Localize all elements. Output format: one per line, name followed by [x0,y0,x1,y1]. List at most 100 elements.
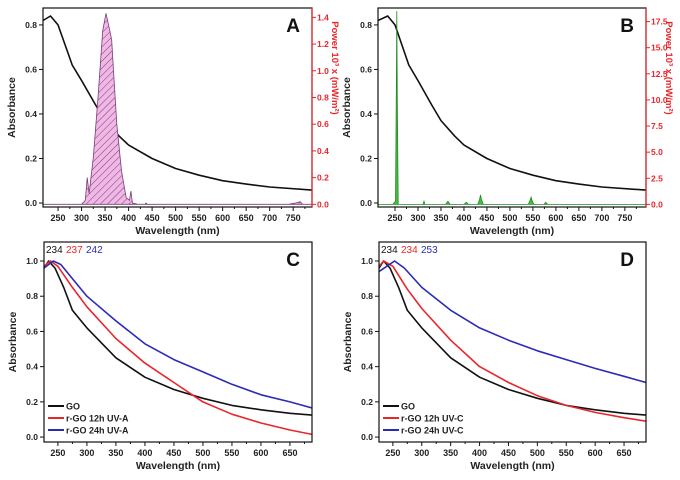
x-tick-label: 550 [559,448,574,458]
series-line-1 [44,260,312,436]
x-tick-label: 250 [385,448,400,458]
x-tick-label: 750 [286,213,301,223]
series-line-0 [378,15,646,191]
x-tick-label: 350 [108,448,123,458]
x-axis-label: Wavelength (nm) [136,460,220,472]
y2-tick-label: 15.0 [651,43,668,53]
y-tick-label: 0.6 [360,64,372,74]
y2-tick-label: 2.5 [651,173,663,183]
y-axis-label: Absorbance [341,77,353,138]
x-tick-label: 500 [502,213,517,223]
x-tick-label: 700 [262,213,277,223]
x-tick-label: 500 [530,448,545,458]
series-line-0 [43,15,312,191]
y2-tick-label: 1.2 [317,39,329,49]
peak-label: 234 [401,245,418,256]
y-tick-label: 0.8 [361,291,373,301]
y2-tick-label: 0.6 [317,119,329,129]
plot-frame [378,241,647,443]
x-tick-label: 600 [215,213,230,223]
x-axis-label: Wavelength (nm) [135,225,219,237]
y-tick-label: 0.0 [26,432,38,442]
y2-axis-label: Power 10³ x (mW/m²) [663,21,674,114]
legend-entry: GO [66,402,80,412]
y2-tick-label: 0.4 [317,146,329,156]
x-tick-label: 400 [137,448,152,458]
x-tick-label: 450 [501,448,516,458]
x-tick-label: 300 [414,448,429,458]
x-tick-label: 700 [594,213,609,223]
x-tick-label: 550 [525,213,540,223]
peak-label: 234 [381,245,398,256]
y-tick-label: 0.8 [360,20,372,30]
y2-tick-label: 0.2 [317,173,329,183]
y-tick-label: 0.2 [361,397,373,407]
panel-d: 250 300 350 400 450 500 550 600 650 0.0 0.2 0.4 0.6 0… [342,241,647,472]
y2-tick-label: 7.5 [651,121,663,131]
y-tick-label: 1.0 [361,256,373,266]
y2-tick-label: 5.0 [651,147,663,157]
y-tick-label: 0.6 [361,326,373,336]
y-tick-label: 0.0 [25,198,37,208]
legend-entry: GO [401,402,415,412]
x-tick-label: 400 [121,213,136,223]
x-axis-label: Wavelength (nm) [470,225,554,237]
series-line-2 [379,260,646,384]
y-tick-label: 0.4 [26,362,38,372]
y-tick-label: 0.8 [26,291,38,301]
peak-label: 237 [66,245,83,256]
x-tick-label: 350 [443,448,458,458]
x-tick-label: 500 [195,448,210,458]
y-axis-label: Absorbance [7,312,19,373]
x-tick-label: 300 [74,213,89,223]
y-tick-label: 0.0 [361,432,373,442]
y-tick-label: 0.2 [25,153,37,163]
y-axis-label: Absorbance [6,77,18,138]
y2-axis-label: Power 10³ x (mW/m²) [329,21,340,114]
plot-frame [43,241,313,443]
x-tick-label: 250 [51,213,66,223]
y-tick-label: 0.4 [360,109,372,119]
y2-tick-label: 12.5 [651,69,668,79]
x-tick-label: 550 [192,213,207,223]
plot-frame [377,7,647,208]
series-line-0 [379,260,646,416]
y2-tick-label: 0.0 [651,199,663,209]
x-tick-label: 450 [479,213,494,223]
y-tick-label: 0.0 [360,198,372,208]
x-tick-label: 450 [166,448,181,458]
y2-tick-label: 1.0 [317,66,329,76]
panel-a: 250 300 350 400 450 500 550 600 650 700 750 0.0 0.2 0… [6,7,340,237]
y-tick-label: 0.6 [26,326,38,336]
legend-entry: r-GO 24h UV-C [401,426,464,436]
x-tick-label: 400 [456,213,471,223]
legend-entry: r-GO 12h UV-A [66,414,129,424]
panel-label: A [286,16,300,37]
y-tick-label: 0.4 [25,109,37,119]
y-tick-label: 0.8 [25,20,37,30]
x-tick-label: 650 [571,213,586,223]
panel-label: B [620,16,634,37]
series-line-0 [44,260,312,416]
series-line-1 [379,260,646,422]
x-tick-label: 550 [224,448,239,458]
peak-label: 242 [86,245,103,256]
x-tick-label: 250 [387,213,402,223]
x-tick-label: 600 [548,213,563,223]
x-tick-label: 300 [79,448,94,458]
x-tick-label: 750 [617,213,632,223]
series-line-2 [44,260,312,409]
panel-label: C [286,250,300,271]
x-tick-label: 450 [145,213,160,223]
y-axis-label: Absorbance [342,312,354,373]
y-tick-label: 0.4 [361,362,373,372]
y2-tick-label: 10.0 [651,95,668,105]
y2-tick-label: 17.5 [651,17,668,27]
y2-tick-label: 1.4 [317,12,329,22]
panel-b: 250 300 350 400 450 500 550 600 650 700 750 0.0 0.2 0… [341,7,674,237]
y-tick-label: 1.0 [26,256,38,266]
x-tick-label: 350 [433,213,448,223]
x-tick-label: 300 [410,213,425,223]
x-tick-label: 250 [50,448,65,458]
